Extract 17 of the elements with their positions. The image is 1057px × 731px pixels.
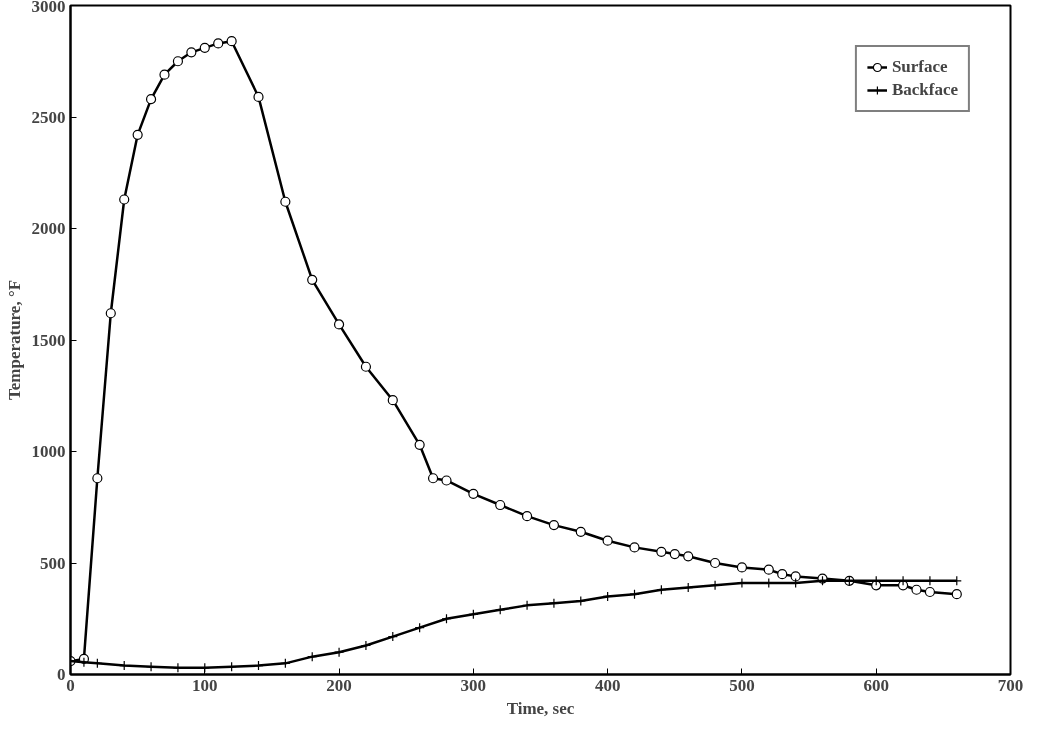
x-tick-label: 200: [326, 675, 352, 695]
y-axis-title: Temperature, °F: [4, 279, 24, 401]
x-tick-label: 100: [192, 675, 218, 695]
y-tick-label: 1500: [31, 330, 66, 350]
legend-label: Surface: [891, 57, 948, 77]
y-tick-label: 1000: [31, 442, 66, 461]
y-tick-label: 2000: [31, 219, 66, 238]
legend-label: Backface: [891, 80, 958, 100]
y-tick-label: 3000: [31, 0, 66, 16]
y-tick-label: 500: [40, 553, 66, 573]
x-tick-label: 600: [863, 675, 889, 695]
x-tick-label: 700: [997, 675, 1024, 695]
x-tick-label: 300: [460, 675, 487, 695]
x-axis-title: Time, sec: [506, 698, 575, 718]
y-tick-label: 2500: [31, 107, 66, 127]
x-tick-label: 500: [729, 675, 755, 695]
x-tick-label: 400: [594, 675, 621, 695]
